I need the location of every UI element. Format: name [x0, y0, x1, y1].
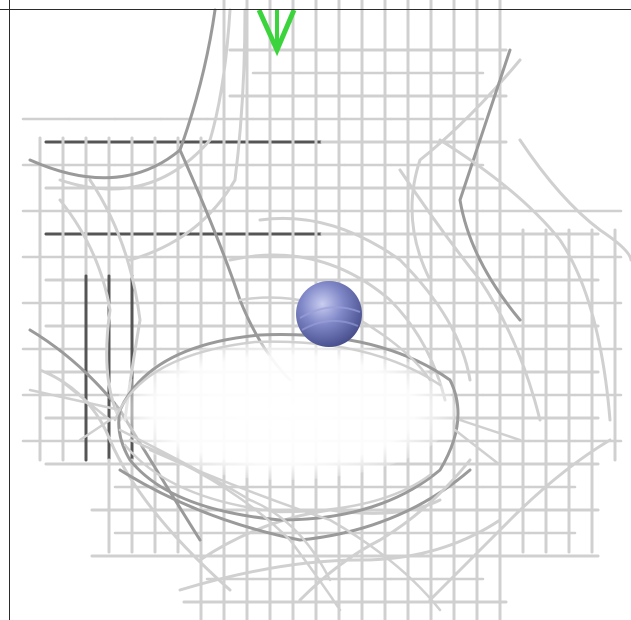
mesh-strand: [28, 8, 217, 180]
mesh-strand: [428, 438, 612, 602]
mesh-strand: [228, 253, 447, 402]
mesh-opening: [115, 340, 455, 480]
mesh-strand: [123, 443, 432, 514]
mesh-strand: [258, 216, 472, 382]
viewport-corner: [0, 0, 10, 10]
mesh-strand: [298, 458, 472, 602]
mesh-strand: [128, 8, 247, 262]
mesh-strand: [58, 8, 232, 191]
mesh-strand: [28, 388, 122, 412]
mesh-strand: [118, 468, 472, 542]
mesh-strand: [117, 333, 460, 522]
viewport-left-border: [9, 0, 10, 620]
mesh-strand: [453, 428, 502, 467]
mesh-strand: [58, 198, 122, 422]
viewport-top-border: [0, 9, 631, 10]
mesh-strand: [148, 448, 442, 612]
mesh-strand: [58, 378, 112, 422]
axis-marker-icon: [256, 8, 297, 57]
mesh-grid-lines: [21, 0, 623, 620]
mesh-strand: [458, 418, 522, 442]
mesh-strand: [178, 518, 502, 592]
mesh-strand: [398, 168, 542, 422]
probe-sphere-icon[interactable]: [296, 281, 362, 347]
mesh-rim-strands: [28, 296, 522, 612]
mesh-strand: [410, 58, 522, 282]
mesh-strand: [518, 138, 631, 262]
mesh-strand: [113, 340, 442, 422]
mesh-strand: [118, 428, 332, 582]
mesh-strand: [458, 48, 522, 322]
mesh-strand: [78, 418, 112, 442]
mesh-strand: [438, 138, 612, 422]
